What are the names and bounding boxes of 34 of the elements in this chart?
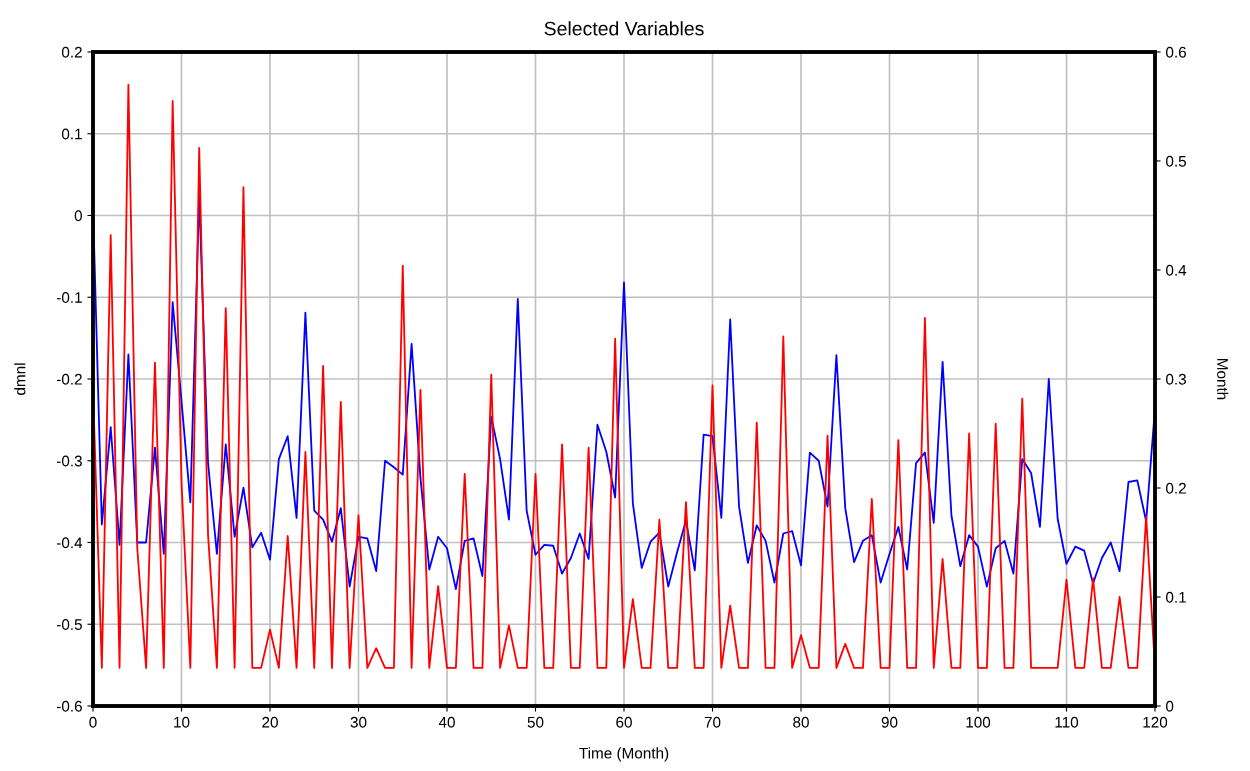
x-tick-label: 20 — [262, 716, 278, 728]
x-tick-label: 90 — [881, 716, 898, 728]
y2-tick-label: 0.5 — [1166, 155, 1187, 167]
y-tick-label: 0.2 — [61, 46, 82, 58]
x-tick-label: 60 — [616, 716, 632, 728]
x-tick-label: 110 — [1055, 716, 1079, 728]
x-tick-label: 120 — [1143, 716, 1168, 728]
y-tick-label: -0.4 — [56, 537, 83, 549]
x-tick-label: 80 — [793, 716, 809, 728]
y-tick-label: -0.2 — [56, 373, 82, 385]
x-tick-label: 70 — [704, 716, 721, 728]
line-series — [93, 83, 1155, 669]
x-tick-label: 40 — [438, 716, 455, 728]
y2-tick-label: 0.2 — [1166, 482, 1186, 494]
x-tick-label: 10 — [174, 716, 190, 728]
y-tick-label: 0.1 — [61, 128, 82, 140]
y-tick-label: -0.6 — [56, 700, 82, 712]
x-axis-title: Time (Month) — [579, 747, 669, 762]
x-tick-label: 100 — [966, 716, 991, 728]
y-tick-label: -0.3 — [56, 455, 82, 467]
y2-tick-label: 0.3 — [1166, 373, 1186, 385]
y-tick-label: 0 — [74, 210, 82, 222]
y-axis-title: dmnl — [14, 363, 26, 395]
x-tick-label: 30 — [350, 716, 367, 728]
x-tick-label: 50 — [527, 716, 544, 728]
y2-axis-title: Month — [1217, 359, 1229, 400]
y-tick-label: -0.1 — [56, 292, 82, 303]
y-tick-label: -0.5 — [56, 619, 82, 630]
y2-tick-label: 0.4 — [1166, 264, 1187, 276]
y2-tick-label: 0.1 — [1166, 591, 1186, 603]
chart-title: Selected Variables — [544, 21, 704, 36]
y2-tick-label: 0 — [1166, 700, 1174, 712]
x-tick-label: 0 — [89, 716, 97, 728]
y2-tick-label: 0.6 — [1166, 46, 1186, 58]
